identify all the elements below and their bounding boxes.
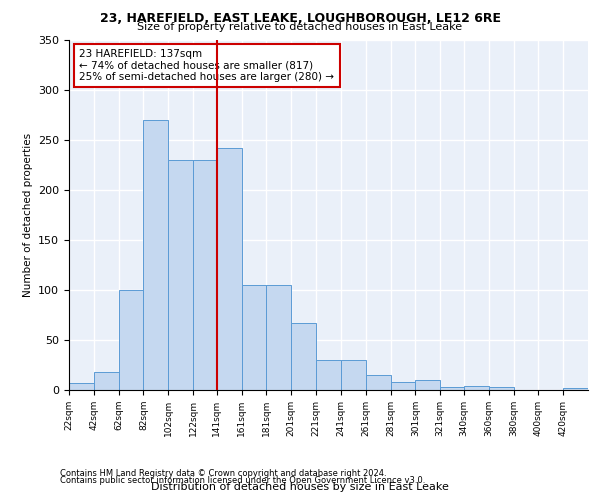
Y-axis label: Number of detached properties: Number of detached properties [23,133,32,297]
Text: Contains HM Land Registry data © Crown copyright and database right 2024.: Contains HM Land Registry data © Crown c… [60,468,386,477]
Bar [464,386,488,390]
Bar [119,290,143,390]
Bar [69,383,94,390]
Bar [440,387,464,390]
Bar [143,120,169,390]
Bar [391,382,415,390]
Bar [217,148,242,390]
Bar [488,387,514,390]
Bar [366,375,391,390]
Text: Size of property relative to detached houses in East Leake: Size of property relative to detached ho… [137,22,463,32]
Bar [266,285,291,390]
Text: 23, HAREFIELD, EAST LEAKE, LOUGHBOROUGH, LE12 6RE: 23, HAREFIELD, EAST LEAKE, LOUGHBOROUGH,… [100,12,500,26]
Bar [94,372,119,390]
Text: Contains public sector information licensed under the Open Government Licence v3: Contains public sector information licen… [60,476,425,485]
Bar [169,160,193,390]
Bar [415,380,440,390]
Bar [341,360,366,390]
Bar [291,323,316,390]
Bar [242,285,266,390]
Bar [563,388,588,390]
Text: 23 HAREFIELD: 137sqm
← 74% of detached houses are smaller (817)
25% of semi-deta: 23 HAREFIELD: 137sqm ← 74% of detached h… [79,49,334,82]
Bar [316,360,341,390]
Text: Distribution of detached houses by size in East Leake: Distribution of detached houses by size … [151,482,449,492]
Bar [193,160,217,390]
